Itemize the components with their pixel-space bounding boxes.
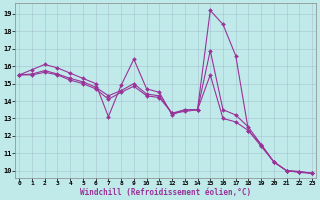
X-axis label: Windchill (Refroidissement éolien,°C): Windchill (Refroidissement éolien,°C): [80, 188, 251, 197]
